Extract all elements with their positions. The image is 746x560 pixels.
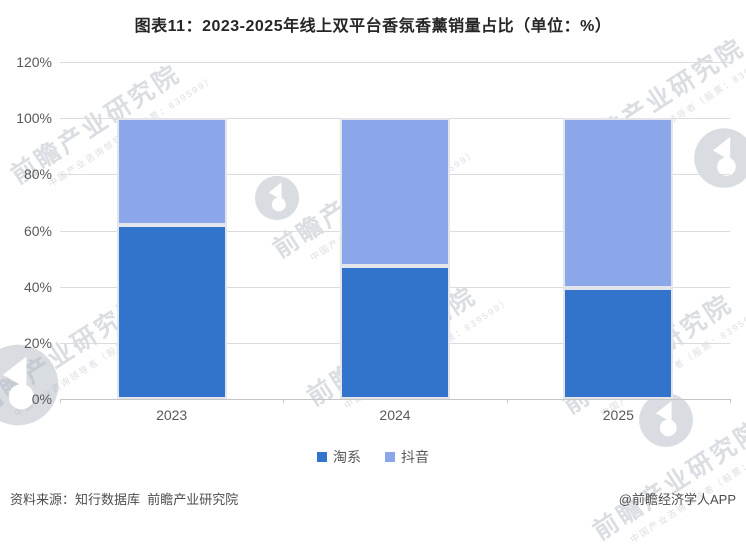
x-tick-mark [283,399,285,403]
y-tick-label: 20% [23,334,52,351]
legend-item-抖音: 抖音 [385,447,429,467]
y-tick-label: 60% [23,222,52,239]
x-category-label: 2024 [379,407,411,423]
legend: 淘系 抖音 [0,447,746,467]
bar-segment-淘系-2024 [340,265,450,399]
x-tick-mark [60,399,61,403]
bar-segment-淘系-2023 [116,224,227,399]
legend-label: 抖音 [401,449,429,465]
y-tick-label: 120% [16,54,52,70]
y-tick-label: 80% [23,166,52,183]
gridline [60,62,730,63]
bar-segment-抖音-2025 [563,118,674,289]
bar-segment-淘系-2025 [563,288,674,399]
source-text: 资料来源：知行数据库 前瞻产业研究院 [10,492,239,507]
y-tick-label: 100% [16,110,52,127]
credit-text: @前瞻经济学人APP [618,492,736,507]
footer: 资料来源：知行数据库 前瞻产业研究院 @前瞻经济学人APP [0,489,746,508]
chart-title: 图表11：2023-2025年线上双平台香氛香薰销量占比（单位：%） [134,18,612,35]
plot-area [60,62,731,403]
x-category-label: 2023 [156,407,188,423]
legend-label: 淘系 [333,449,361,465]
y-tick-label: 40% [23,278,52,295]
legend-swatch [317,452,327,462]
bar-segment-抖音-2024 [340,118,450,266]
x-tick-mark [730,399,731,403]
legend-item-淘系: 淘系 [317,447,361,467]
x-category-label: 2025 [602,407,634,423]
bar-segment-抖音-2023 [116,118,227,225]
legend-swatch [385,452,395,462]
y-tick-label: 0% [31,391,52,407]
x-tick-mark [506,399,508,403]
x-axis: 2023 2024 2025 [60,407,730,427]
y-axis: 0% 20% 40% 60% 80% 100% 120% [0,54,52,407]
